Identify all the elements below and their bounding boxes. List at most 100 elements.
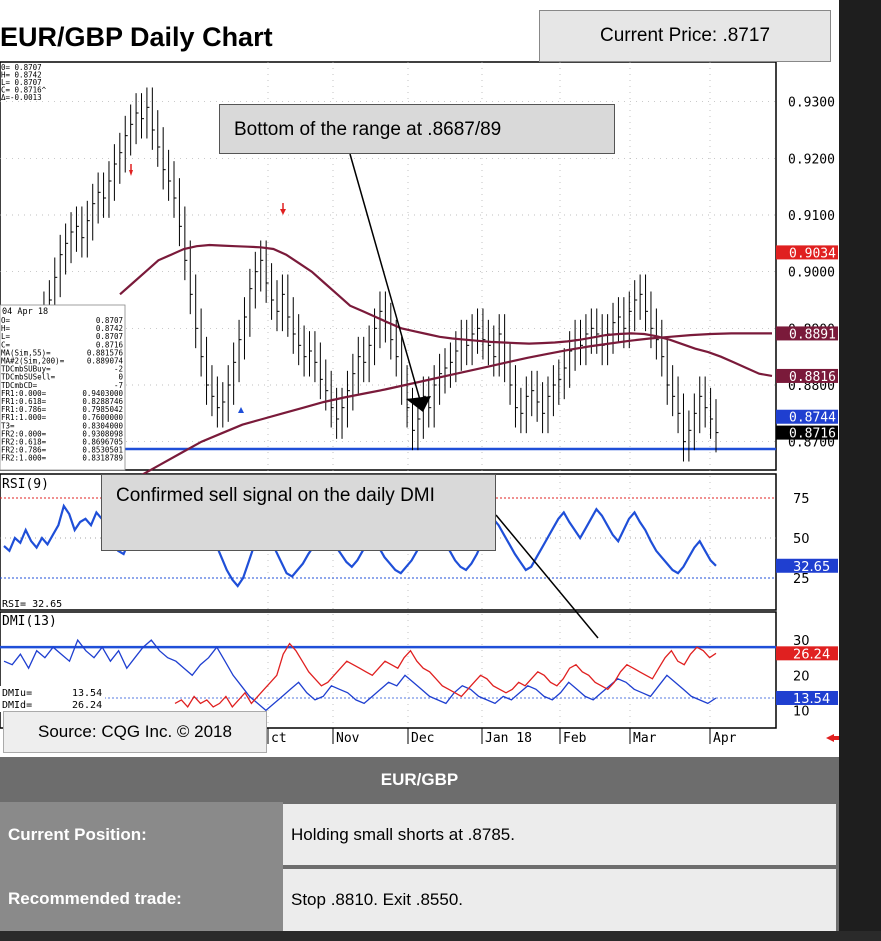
info-row-label: T3= [1, 421, 15, 430]
date-tick-label: Feb [563, 731, 587, 746]
info-header-line: H= 0.8742 [1, 71, 42, 80]
info-row-label: FR1:1.000= [1, 413, 47, 422]
recommended-trade-value: Stop .8810. Exit .8550. [283, 869, 836, 931]
info-row-value: 0.8304000 [82, 421, 123, 430]
rsi-tick-label: 25 [793, 572, 810, 587]
info-row-value: 0.7600000 [82, 413, 123, 422]
info-row-value: 0.881576 [87, 348, 124, 357]
dmi-readout-d-label: DMId= [2, 700, 32, 711]
info-row-value: 0.8318789 [82, 454, 123, 463]
date-tick-label: Jan 18 [485, 731, 532, 746]
annotation-dmi-sell: Confirmed sell signal on the daily DMI [101, 474, 496, 551]
annotation-arrow-line [349, 153, 421, 401]
info-row-label: FR2:0.000= [1, 429, 47, 438]
price-tag-label: 0.8744 [789, 411, 836, 426]
recommended-trade-label: Recommended trade: [0, 867, 283, 931]
info-row-value: 0.8716 [96, 340, 124, 349]
current-position-value: Holding small shorts at .8785. [283, 804, 836, 865]
info-row-value: 0.8742 [96, 324, 123, 333]
info-box [0, 304, 126, 471]
info-row-label: FR1:0.618= [1, 397, 47, 406]
scroll-arrow-icon [826, 734, 834, 742]
info-row-label: TDCmbCD= [1, 381, 38, 390]
dmi-tick-label: 10 [793, 704, 810, 719]
price-tag [776, 425, 838, 440]
dmi-tick-label: 30 [793, 634, 810, 649]
price-tag [776, 368, 838, 383]
annotation-range-bottom: Bottom of the range at .8687/89 [219, 104, 615, 154]
dmi-readout-bg [0, 686, 105, 712]
info-row-label: FR2:1.000= [1, 454, 47, 463]
date-tick-label: Apr [713, 731, 737, 746]
info-row-value: 0.8530501 [82, 446, 123, 455]
annotation-arrowhead-icon [406, 396, 431, 412]
rsi-tick-label: 50 [793, 532, 810, 547]
rsi-tag [776, 558, 838, 573]
scroll-arrow-stem [834, 736, 839, 740]
info-row-label: TDCmbSUSell= [1, 373, 56, 382]
info-row-value: 0.9403000 [82, 389, 123, 398]
current-position-label: Current Position: [0, 802, 283, 867]
dmi-tick-label: 20 [793, 669, 810, 684]
price-tag-label: 0.8816 [789, 370, 836, 385]
info-row-value: 0.7985042 [82, 405, 123, 414]
info-header-line: C= 0.8716^ [1, 86, 47, 95]
td-sell-arrow-icon [280, 209, 286, 215]
dmi-panel-frame [0, 611, 777, 729]
info-row-label: H= [1, 324, 11, 333]
dmi-readout-u-value: 13.54 [72, 688, 102, 699]
date-tick-label: Dec [411, 731, 434, 746]
info-header-line: L= 0.8707 [1, 78, 42, 87]
price-tick-label: 0.9200 [788, 152, 835, 167]
td-buy-arrow-icon [238, 407, 244, 413]
price-tag-label: 0.8716 [789, 427, 836, 442]
rsi-tick-label: 75 [793, 492, 810, 507]
rsi-tag-label: 32.65 [793, 560, 830, 575]
info-row-label: C= [1, 340, 11, 349]
info-row-value: 0.8707 [96, 316, 123, 325]
current-price-box: Current Price: .8717 [539, 10, 831, 62]
trade-table-header: EUR/GBP [0, 757, 839, 802]
date-tick-label: Mar [633, 731, 657, 746]
dmi-readout-d-value: 26.24 [72, 700, 102, 711]
td-sell-arrow-icon [129, 170, 133, 176]
info-row-value: 0.9308098 [82, 429, 123, 438]
dmi-tag-label: 26.24 [793, 647, 830, 662]
dmi-tag [776, 690, 838, 705]
info-row-label: FR1:0.786= [1, 405, 47, 414]
rsi-panel-label: RSI(9) [2, 477, 49, 492]
dmi-panel-label: DMI(13) [2, 614, 57, 629]
info-row-value: 0.8696705 [82, 438, 123, 447]
dmi-plus-line [3, 638, 717, 712]
right-dark-border [839, 0, 881, 941]
price-tick-label: 0.9100 [788, 209, 835, 224]
date-tick-label: ct [271, 731, 287, 746]
info-row-value: -7 [114, 381, 123, 390]
dmi-tag [776, 646, 838, 661]
dmi-tag-label: 13.54 [793, 692, 830, 707]
ma-200-line [119, 332, 772, 488]
annotation-pointer-line [495, 514, 599, 639]
info-row-label: MA(Sim,55)= [1, 348, 51, 357]
info-row-label: MA#2(Sim,200)= [1, 357, 65, 366]
source-label: Source: CQG Inc. © 2018 [3, 711, 267, 753]
info-row-value: 0.889074 [87, 357, 124, 366]
price-tag-label: 0.9034 [789, 246, 836, 261]
trade-table: EUR/GBP Current Position: Holding small … [0, 757, 839, 941]
dmi-readout-u-label: DMIu= [2, 688, 32, 699]
bottom-dark-border [0, 931, 881, 941]
info-row-label: L= [1, 332, 11, 341]
info-row-value: -2 [114, 365, 123, 374]
rsi-readout: RSI= 32.65 [2, 599, 62, 610]
rsi-line [3, 502, 717, 588]
price-tick-label: 0.9000 [788, 266, 835, 281]
info-row-value: 0 [118, 373, 123, 382]
price-tick-label: 0.9300 [788, 96, 835, 111]
price-tag [776, 409, 838, 424]
info-row-label: TDCmbSUBuy= [1, 365, 51, 374]
info-row-label: O= [1, 316, 11, 325]
info-header-line: Δ=-0.0013 [1, 93, 42, 102]
info-row-label: FR1:0.000= [1, 389, 47, 398]
dmi-minus-line [174, 642, 717, 708]
